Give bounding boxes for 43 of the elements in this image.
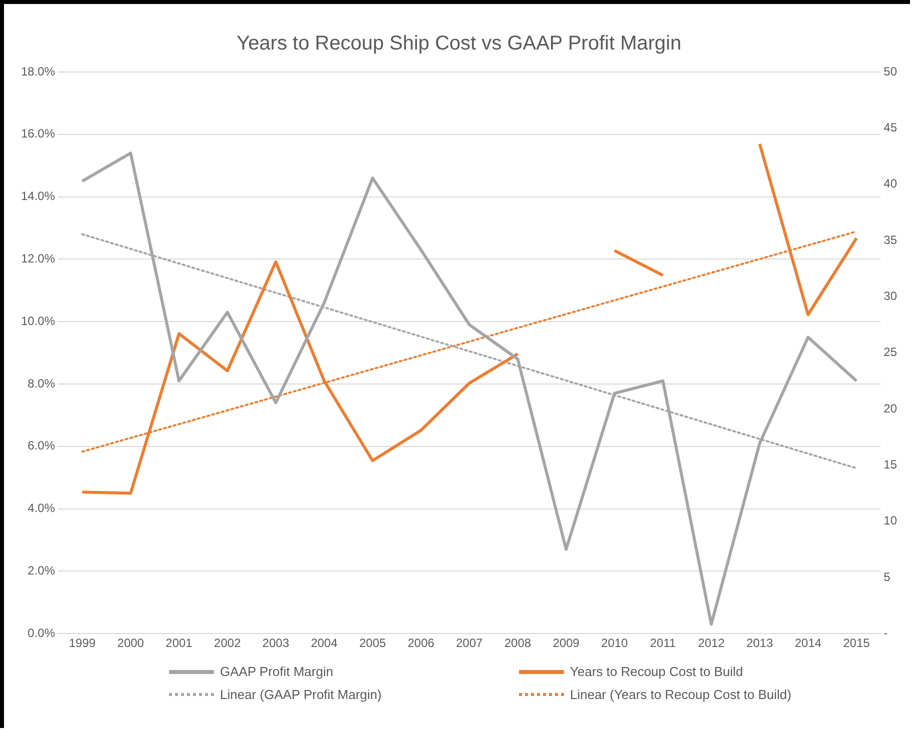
- y-tick-label: 12.0%: [20, 252, 56, 266]
- legend-label: GAAP Profit Margin: [220, 664, 334, 679]
- legend-label: Linear (GAAP Profit Margin): [220, 687, 382, 702]
- x-tick-label: 1999: [68, 636, 96, 650]
- y2-tick-label: -: [884, 626, 888, 640]
- y-tick-label: 0.0%: [28, 626, 56, 640]
- y-tick-label: 18.0%: [20, 64, 56, 78]
- x-tick-label: 2012: [698, 636, 725, 650]
- x-tick-label: 2013: [746, 636, 774, 650]
- x-tick-label: 2015: [843, 636, 870, 650]
- y2-tick-label: 35: [884, 232, 898, 247]
- y2-tick-label: 45: [884, 120, 898, 134]
- x-tick-label: 2001: [166, 636, 193, 650]
- y2-tick-label: 20: [884, 401, 898, 416]
- y2-tick-label: 10: [884, 514, 898, 528]
- y2-tick-label: 25: [884, 345, 898, 360]
- x-tick-label: 2014: [794, 636, 822, 650]
- y2-tick-label: 40: [884, 176, 898, 191]
- x-tick-label: 2010: [601, 636, 628, 650]
- y-tick-label: 6.0%: [28, 438, 56, 453]
- x-tick-label: 2009: [552, 636, 580, 650]
- y-tick-label: 8.0%: [28, 376, 56, 390]
- chart-title: Years to Recoup Ship Cost vs GAAP Profit Margin: [236, 32, 682, 55]
- x-tick-label: 2002: [214, 636, 242, 650]
- y2-tick-label: 15: [884, 457, 898, 472]
- y-tick-label: 14.0%: [20, 189, 56, 204]
- y-tick-label: 10.0%: [20, 314, 56, 328]
- y-tick-label: 2.0%: [28, 564, 56, 578]
- y-tick-label: 16.0%: [20, 126, 56, 141]
- x-tick-label: 2000: [117, 636, 144, 650]
- legend-label: Linear (Years to Recoup Cost to Build): [570, 687, 792, 702]
- x-tick-label: 2003: [262, 636, 290, 650]
- x-tick-label: 2005: [359, 636, 386, 650]
- x-tick-label: 2008: [504, 636, 532, 650]
- x-tick-label: 2007: [456, 636, 484, 650]
- x-tick-label: 2004: [310, 636, 338, 650]
- y-tick-label: 4.0%: [28, 501, 56, 516]
- legend-label: Years to Recoup Cost to Build: [570, 664, 743, 679]
- y2-tick-label: 50: [884, 64, 898, 78]
- x-tick-label: 2006: [408, 636, 435, 650]
- y2-tick-label: 30: [884, 288, 898, 303]
- y2-tick-label: 5: [884, 570, 891, 584]
- x-tick-label: 2011: [650, 636, 676, 650]
